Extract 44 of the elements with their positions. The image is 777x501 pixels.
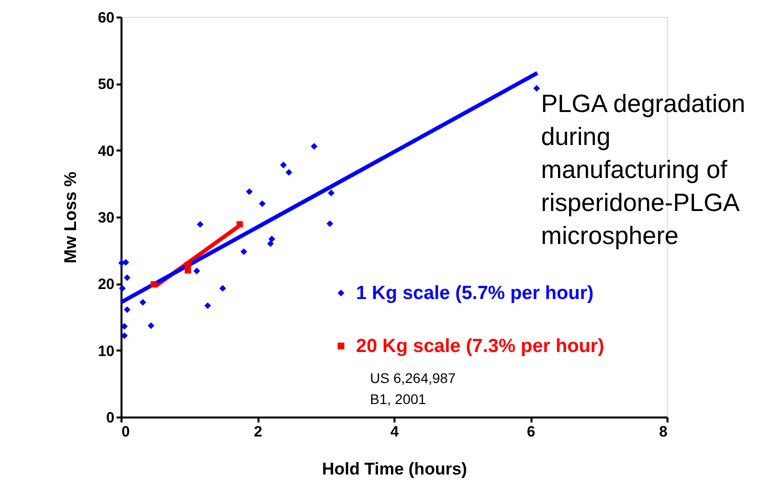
point	[193, 268, 200, 274]
point	[286, 168, 292, 176]
legend-label: 20 Kg scale (7.3% per hour)	[356, 336, 604, 357]
y-tick-label: 20	[98, 276, 114, 294]
x-tick-label: 4	[390, 424, 400, 440]
point	[124, 274, 130, 282]
point	[204, 302, 212, 310]
point	[533, 84, 540, 92]
y-tick-label: 50	[98, 76, 114, 94]
point	[280, 162, 287, 168]
point	[268, 236, 276, 242]
legend-label: 1 Kg scale (5.7% per hour)	[356, 283, 594, 304]
y-axis-title: Mw Loss %	[60, 172, 80, 264]
point	[121, 332, 128, 340]
point	[122, 258, 130, 266]
x-tick-label: 8	[659, 424, 668, 440]
point	[240, 248, 248, 256]
x-axis-title: Hold Time (hours)	[322, 460, 468, 478]
point	[196, 220, 204, 228]
point	[328, 190, 335, 196]
annotation: US 6,264,987 B1, 2001	[370, 370, 456, 407]
point	[184, 267, 192, 274]
point	[258, 200, 266, 208]
point	[326, 220, 334, 228]
point	[219, 284, 226, 292]
point	[150, 281, 157, 288]
point	[236, 221, 243, 228]
x-tick-label: 0	[122, 424, 130, 440]
x-tick-label: 2	[254, 424, 262, 440]
point	[124, 306, 130, 314]
point	[121, 322, 128, 330]
y-tick-label: 0	[106, 410, 114, 426]
y-tick-label: 10	[98, 342, 114, 360]
point	[267, 240, 274, 248]
point	[119, 284, 126, 292]
point	[310, 142, 318, 150]
annotation: PLGA degradation during manufacturing of risperidone-PLGA microsphere	[541, 90, 746, 250]
y-tick-label: 60	[98, 10, 114, 26]
point	[148, 322, 154, 330]
x-tick-label: 6	[526, 424, 536, 440]
point	[246, 188, 253, 196]
point	[139, 298, 146, 306]
y-tick-label: 40	[98, 142, 114, 160]
y-tick-label: 30	[98, 210, 114, 226]
